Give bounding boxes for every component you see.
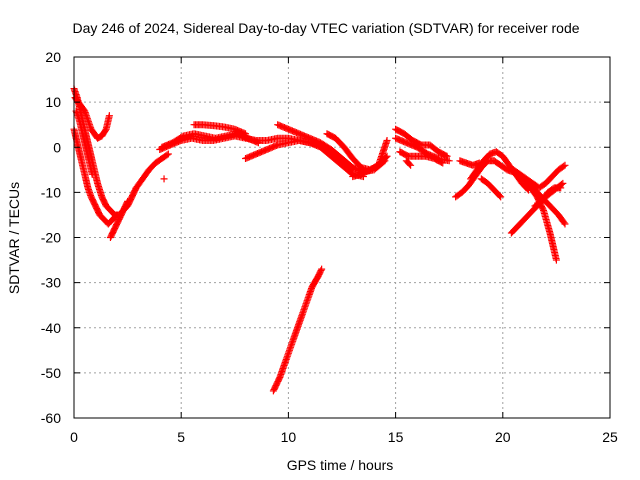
- data-point: [407, 161, 415, 169]
- data-point: [124, 197, 132, 205]
- data-point: [164, 150, 172, 158]
- data-point: [561, 161, 569, 169]
- chart-title: Day 246 of 2024, Sidereal Day-to-day VTE…: [72, 20, 579, 36]
- series-arc-26: [531, 184, 565, 210]
- grid-lines: [74, 57, 610, 418]
- data-point: [438, 158, 446, 166]
- data-point: [557, 184, 565, 192]
- data-point: [560, 162, 568, 170]
- series-arc-9: [190, 121, 250, 138]
- x-tick-label: 10: [281, 429, 297, 445]
- y-tick-label: 20: [45, 49, 61, 65]
- series-arc-22: [477, 175, 505, 201]
- data-point: [439, 159, 447, 167]
- data-point: [123, 199, 131, 207]
- x-tick-label: 5: [177, 429, 185, 445]
- y-axis-label: SDTVAR / TECUs: [6, 182, 22, 294]
- data-point: [406, 160, 414, 168]
- y-tick-label: -20: [41, 230, 61, 246]
- series-arc-15: [392, 125, 451, 160]
- data-point: [560, 219, 568, 227]
- y-tick-label: -30: [41, 275, 61, 291]
- axis-ticks: 0 5 10 15 20 25 -60 -50 -40 -30 -20 -10 0 10 20: [41, 49, 618, 445]
- data-point: [552, 256, 560, 264]
- x-axis-label: GPS time / hours: [287, 457, 394, 473]
- series-arc-5: [106, 197, 132, 241]
- y-tick-label: 10: [45, 94, 61, 110]
- data-point: [318, 265, 326, 273]
- x-tick-label: 20: [495, 429, 511, 445]
- y-tick-label: -40: [41, 320, 61, 336]
- series-arc-14: [269, 265, 326, 395]
- series-arc-2: [70, 125, 121, 228]
- y-tick-label: -10: [41, 184, 61, 200]
- data-point: [558, 180, 566, 188]
- series-arc-17: [396, 148, 447, 167]
- data-point: [383, 136, 391, 144]
- data-point: [242, 130, 250, 138]
- series-arc-4: [72, 107, 96, 178]
- x-tick-label: 25: [602, 429, 618, 445]
- data-point: [105, 112, 113, 120]
- data-point: [163, 151, 171, 159]
- data-point: [443, 152, 451, 160]
- data-point: [88, 170, 96, 178]
- series-arc-13: [349, 136, 391, 181]
- y-tick-label: -50: [41, 365, 61, 381]
- y-tick-label: 0: [53, 139, 61, 155]
- series-arc-6: [160, 175, 168, 183]
- series-arc-21: [467, 148, 533, 194]
- data-point: [496, 192, 504, 200]
- series-arc-3: [71, 94, 113, 142]
- data-point: [445, 157, 453, 165]
- data-point: [561, 220, 569, 228]
- series-arc-18: [402, 157, 415, 169]
- data-point: [254, 139, 262, 147]
- series-arc-11: [274, 121, 389, 176]
- data-point: [559, 179, 567, 187]
- x-tick-label: 15: [388, 429, 404, 445]
- data-point: [317, 266, 325, 274]
- data-point: [497, 193, 505, 201]
- y-tick-label: -60: [41, 410, 61, 426]
- data-markers: [70, 85, 569, 395]
- series-arc-25: [527, 184, 560, 264]
- x-tick-label: 0: [70, 429, 78, 445]
- data-point: [160, 175, 168, 183]
